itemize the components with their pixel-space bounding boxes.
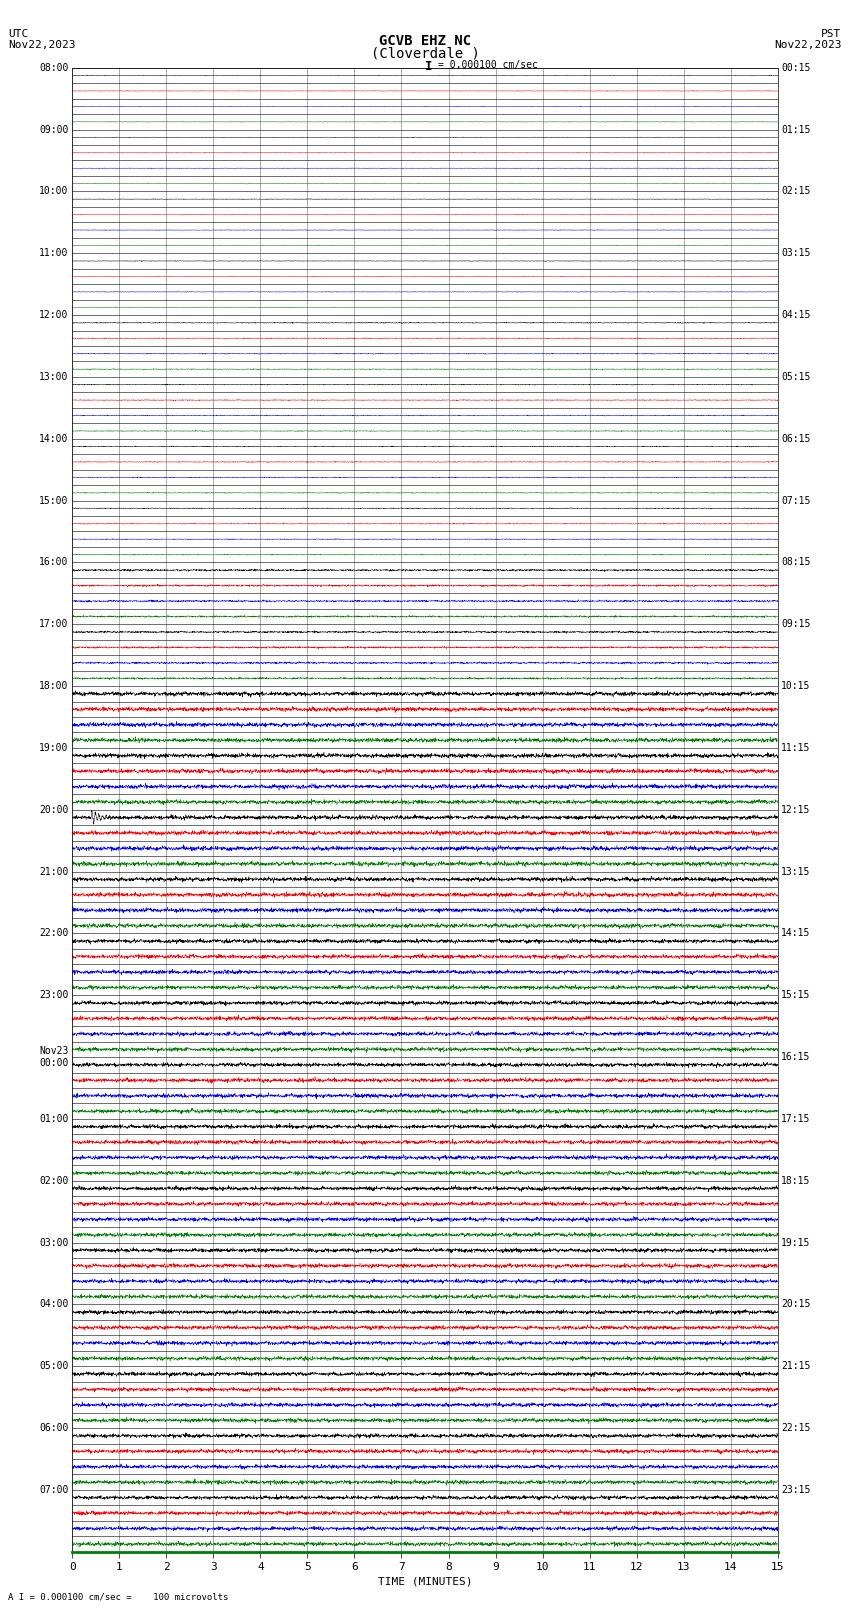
Text: 02:15: 02:15 [781,187,811,197]
Text: 08:15: 08:15 [781,558,811,568]
Text: 19:00: 19:00 [39,744,69,753]
Text: 19:15: 19:15 [781,1237,811,1247]
X-axis label: TIME (MINUTES): TIME (MINUTES) [377,1576,473,1586]
Text: Nov23
00:00: Nov23 00:00 [39,1047,69,1068]
Text: 11:00: 11:00 [39,248,69,258]
Text: 15:00: 15:00 [39,495,69,505]
Text: = 0.000100 cm/sec: = 0.000100 cm/sec [438,60,537,69]
Text: 06:15: 06:15 [781,434,811,444]
Text: PST: PST [821,29,842,39]
Text: 12:15: 12:15 [781,805,811,815]
Text: 03:00: 03:00 [39,1237,69,1247]
Text: 08:00: 08:00 [39,63,69,73]
Text: 13:00: 13:00 [39,373,69,382]
Text: Nov22,2023: Nov22,2023 [774,40,842,50]
Text: 02:00: 02:00 [39,1176,69,1186]
Text: I: I [426,60,433,73]
Text: 07:15: 07:15 [781,495,811,505]
Text: 22:00: 22:00 [39,929,69,939]
Text: 09:15: 09:15 [781,619,811,629]
Text: 10:00: 10:00 [39,187,69,197]
Text: 21:15: 21:15 [781,1361,811,1371]
Text: 01:00: 01:00 [39,1115,69,1124]
Text: GCVB EHZ NC: GCVB EHZ NC [379,34,471,48]
Text: 13:15: 13:15 [781,866,811,876]
Text: 20:00: 20:00 [39,805,69,815]
Text: 11:15: 11:15 [781,744,811,753]
Text: 07:00: 07:00 [39,1486,69,1495]
Text: 16:15: 16:15 [781,1052,811,1061]
Text: (Cloverdale ): (Cloverdale ) [371,47,479,61]
Text: 09:00: 09:00 [39,124,69,134]
Text: 17:15: 17:15 [781,1115,811,1124]
Text: 16:00: 16:00 [39,558,69,568]
Text: 18:00: 18:00 [39,681,69,690]
Text: 05:00: 05:00 [39,1361,69,1371]
Text: 14:00: 14:00 [39,434,69,444]
Text: 05:15: 05:15 [781,373,811,382]
Text: 17:00: 17:00 [39,619,69,629]
Text: 04:00: 04:00 [39,1300,69,1310]
Text: 06:00: 06:00 [39,1423,69,1432]
Text: 21:00: 21:00 [39,866,69,876]
Text: 22:15: 22:15 [781,1423,811,1432]
Text: 10:15: 10:15 [781,681,811,690]
Text: 01:15: 01:15 [781,124,811,134]
Text: 00:15: 00:15 [781,63,811,73]
Text: 03:15: 03:15 [781,248,811,258]
Text: 12:00: 12:00 [39,310,69,319]
Text: 18:15: 18:15 [781,1176,811,1186]
Text: UTC: UTC [8,29,29,39]
Text: A I = 0.000100 cm/sec =    100 microvolts: A I = 0.000100 cm/sec = 100 microvolts [8,1592,229,1602]
Text: Nov22,2023: Nov22,2023 [8,40,76,50]
Text: 23:00: 23:00 [39,990,69,1000]
Text: 04:15: 04:15 [781,310,811,319]
Text: 20:15: 20:15 [781,1300,811,1310]
Text: 14:15: 14:15 [781,929,811,939]
Text: 23:15: 23:15 [781,1486,811,1495]
Text: 15:15: 15:15 [781,990,811,1000]
